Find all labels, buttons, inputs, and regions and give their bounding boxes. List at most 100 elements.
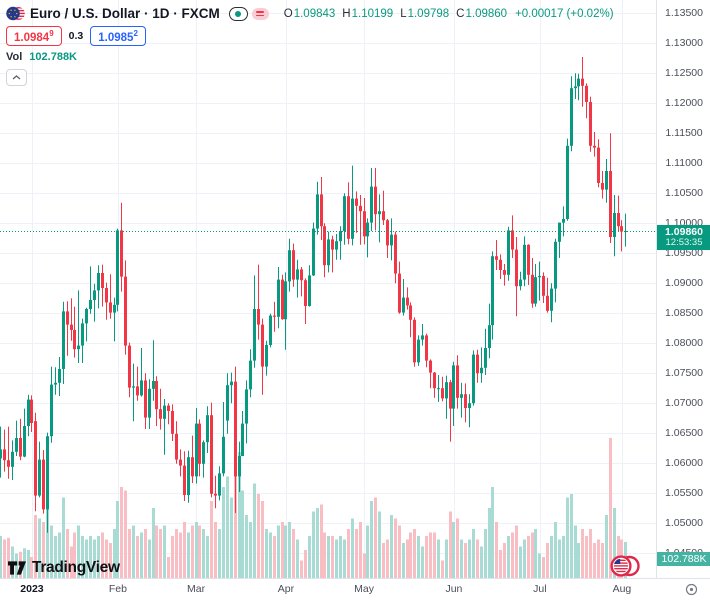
candle-body <box>202 442 205 464</box>
candle-body <box>480 367 483 374</box>
symbol-title[interactable]: Euro / U.S. Dollar · 1D · FXCM <box>30 6 220 21</box>
candle-body <box>105 288 108 303</box>
candle-body <box>613 213 616 237</box>
candle-body <box>413 319 416 363</box>
candle-body <box>257 309 260 325</box>
volume-bar <box>261 501 264 578</box>
volume-bar <box>62 497 65 578</box>
candle-body <box>359 205 362 212</box>
candle-body <box>335 241 338 250</box>
tradingview-logo[interactable]: TradingView <box>8 559 120 577</box>
candle-body <box>624 231 627 232</box>
low-value: 1.09798 <box>407 7 450 20</box>
volume-bar <box>171 536 174 578</box>
collapse-legend-button[interactable] <box>6 69 27 86</box>
candle-body <box>558 222 561 242</box>
volume-bar <box>413 529 416 578</box>
buy-price-button[interactable]: 1.09852 <box>90 25 146 47</box>
volume-bar <box>58 532 61 578</box>
volume-bar <box>144 529 147 578</box>
chart-legend: Euro / U.S. Dollar · 1D · FXCM O1.09843 … <box>6 3 614 86</box>
candle-body <box>284 281 287 320</box>
volume-bar <box>292 529 295 578</box>
volume-bar <box>609 438 612 578</box>
bid-price: 1.0984 <box>14 31 50 44</box>
time-axis-label: Mar <box>187 583 206 595</box>
candlestick-chart-canvas[interactable] <box>0 0 656 578</box>
candle-body <box>550 288 553 311</box>
candle-body <box>152 381 155 389</box>
candle-body <box>523 244 526 280</box>
sell-price-button[interactable]: 1.09849 <box>6 25 62 47</box>
volume-bar <box>390 515 393 578</box>
volume-bar <box>558 539 561 578</box>
candle-body <box>452 365 455 409</box>
volume-bar <box>253 483 256 578</box>
candle-body <box>155 381 158 410</box>
candle-body <box>316 194 319 229</box>
time-axis[interactable]: 2023 Feb Mar Apr May Jun Jul Aug <box>0 578 710 600</box>
price-axis-label: 1.05000 <box>665 516 703 529</box>
candle-body <box>15 438 18 452</box>
economic-event-icon[interactable] <box>609 553 641 584</box>
volume-bar <box>320 504 323 578</box>
candle-body <box>132 386 135 388</box>
quotes-panel-pill[interactable] <box>251 7 269 20</box>
candle-body <box>261 324 264 367</box>
price-axis-label: 1.08500 <box>665 306 703 319</box>
ask-price-sup: 2 <box>133 28 138 38</box>
volume-bar <box>570 494 573 578</box>
candle-body <box>89 300 92 309</box>
price-axis-label: 1.12000 <box>665 96 703 109</box>
volume-bar <box>574 525 577 578</box>
volume-bar <box>281 522 284 578</box>
time-axis-label: 2023 <box>20 583 44 595</box>
candle-body <box>238 456 241 477</box>
volume-bar <box>105 539 108 578</box>
tradingview-wordmark: TradingView <box>32 559 120 576</box>
volume-bar <box>89 536 92 578</box>
volume-bar <box>464 543 467 578</box>
candle-body <box>394 234 397 274</box>
candle-body <box>93 290 96 300</box>
candle-body <box>581 78 584 86</box>
spread-value: 0.3 <box>68 30 84 42</box>
candle-body <box>542 276 545 296</box>
candle-body <box>617 213 620 227</box>
candle-body <box>320 194 323 227</box>
candle-body <box>484 348 487 368</box>
price-axis-label: 1.06500 <box>665 426 703 439</box>
candle-body <box>491 256 494 326</box>
volume-bar <box>241 490 244 578</box>
axis-settings-button[interactable] <box>676 581 706 598</box>
candle-body <box>546 295 549 311</box>
volume-bar <box>175 529 178 578</box>
candle-body <box>386 220 389 246</box>
menu-lines-icon <box>256 14 265 16</box>
volume-bar <box>437 539 440 578</box>
eurusd-pair-icon <box>6 6 25 21</box>
volume-bar <box>273 536 276 578</box>
volume-bar <box>613 508 616 578</box>
volume-bar <box>562 536 565 578</box>
volume-bar <box>460 539 463 578</box>
volume-bar <box>269 532 272 578</box>
price-axis[interactable]: 1.09860 12:53:35 102.788K 1.13500 1.13000… <box>656 0 710 578</box>
candle-body <box>300 269 303 281</box>
candle-body <box>296 269 299 280</box>
volume-legend-row: Vol 102.788K <box>6 51 614 63</box>
candle-body <box>409 305 412 320</box>
volume-bar <box>449 511 452 578</box>
candle-body <box>449 382 452 409</box>
volume-bar <box>155 525 158 578</box>
candle-body <box>339 231 342 242</box>
candle-body <box>195 423 198 477</box>
candle-body <box>70 324 73 330</box>
candle-body <box>554 241 557 289</box>
us-flag-event-icon <box>610 555 640 577</box>
tradingview-mark-icon <box>8 561 26 575</box>
market-status-pill[interactable] <box>228 6 248 21</box>
candle-body <box>54 382 57 385</box>
volume-bar <box>499 550 502 578</box>
volume-bar <box>148 539 151 578</box>
